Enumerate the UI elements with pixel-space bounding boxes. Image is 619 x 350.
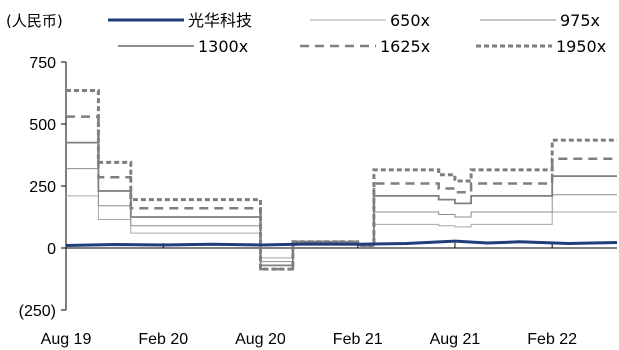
unit-label: (人民币) [6,12,63,30]
legend: 光华科技 650x 975x 1300x 1625x 1950x [108,11,606,56]
legend-label: 光华科技 [188,11,252,30]
y-tick-label: (250) [19,303,56,320]
y-tick-label: 250 [29,179,56,196]
legend-label: 975x [560,11,600,30]
y-axis: 750 500 250 0 (250) [19,55,67,320]
x-tick-label: Feb 22 [527,331,577,348]
x-tick-label: Aug 20 [235,331,286,348]
y-tick-label: 750 [29,55,56,72]
series-line [66,89,617,271]
x-tick-label: Aug 19 [41,331,92,348]
plot-area [65,89,618,271]
x-axis: Aug 19 Feb 20 Aug 20 Feb 21 Aug 21 Feb 22 [41,243,617,348]
x-tick-label: Aug 21 [430,331,481,348]
series-line [66,141,617,267]
y-tick-label: 500 [29,117,56,134]
legend-label: 650x [390,11,430,30]
x-tick-label: Feb 20 [138,331,188,348]
x-tick-label: Feb 21 [333,331,383,348]
legend-label: 1950x [556,37,606,56]
legend-label: 1300x [198,37,248,56]
series-line [66,195,617,259]
legend-label: 1625x [380,37,430,56]
y-tick-label: 0 [47,241,56,258]
series-line [65,239,618,247]
